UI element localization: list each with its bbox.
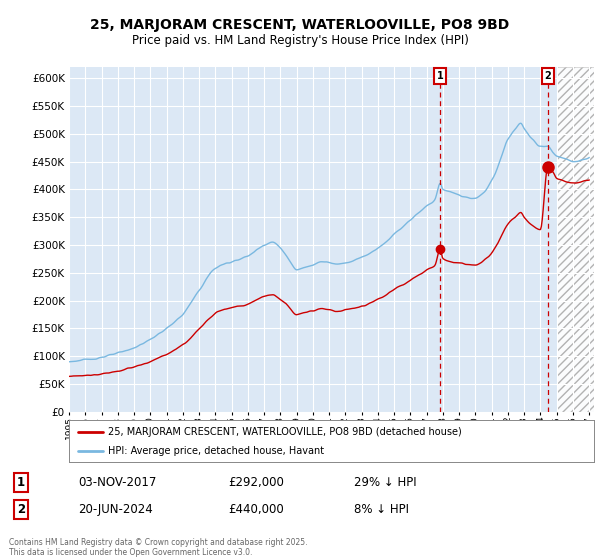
Text: 25, MARJORAM CRESCENT, WATERLOOVILLE, PO8 9BD (detached house): 25, MARJORAM CRESCENT, WATERLOOVILLE, PO…: [109, 427, 462, 437]
Bar: [557, 67, 600, 412]
Bar: [557, 67, 600, 412]
Text: 1: 1: [17, 476, 25, 489]
Text: 03-NOV-2017: 03-NOV-2017: [78, 476, 157, 489]
Text: 1: 1: [437, 71, 443, 81]
Text: 8% ↓ HPI: 8% ↓ HPI: [354, 503, 409, 516]
Text: HPI: Average price, detached house, Havant: HPI: Average price, detached house, Hava…: [109, 446, 325, 456]
Text: 20-JUN-2024: 20-JUN-2024: [78, 503, 153, 516]
Text: 25, MARJORAM CRESCENT, WATERLOOVILLE, PO8 9BD: 25, MARJORAM CRESCENT, WATERLOOVILLE, PO…: [91, 18, 509, 32]
Text: Contains HM Land Registry data © Crown copyright and database right 2025.
This d: Contains HM Land Registry data © Crown c…: [9, 538, 308, 557]
Text: £440,000: £440,000: [228, 503, 284, 516]
Text: 29% ↓ HPI: 29% ↓ HPI: [354, 476, 416, 489]
Text: Price paid vs. HM Land Registry's House Price Index (HPI): Price paid vs. HM Land Registry's House …: [131, 34, 469, 47]
Text: £292,000: £292,000: [228, 476, 284, 489]
Text: 2: 2: [544, 71, 551, 81]
Text: 2: 2: [17, 503, 25, 516]
